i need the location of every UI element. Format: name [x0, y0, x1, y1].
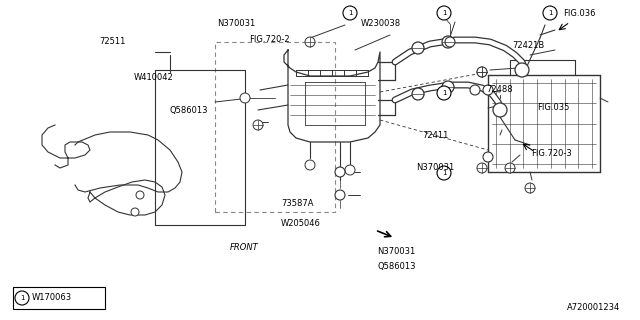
Text: 1: 1	[442, 170, 446, 176]
Circle shape	[253, 120, 263, 130]
Circle shape	[483, 85, 493, 95]
Circle shape	[335, 167, 345, 177]
Circle shape	[483, 152, 493, 162]
FancyBboxPatch shape	[13, 287, 105, 309]
Circle shape	[131, 208, 139, 216]
Circle shape	[240, 93, 250, 103]
Text: 72511: 72511	[99, 37, 125, 46]
Text: W410042: W410042	[134, 73, 173, 82]
Text: N370031: N370031	[416, 163, 454, 172]
Text: W170063: W170063	[32, 293, 72, 302]
Circle shape	[437, 6, 451, 20]
Circle shape	[136, 191, 144, 199]
Circle shape	[345, 165, 355, 175]
Text: FIG.036: FIG.036	[563, 9, 595, 18]
Text: N370031: N370031	[377, 247, 415, 257]
Text: 72411: 72411	[422, 131, 449, 140]
Circle shape	[470, 85, 480, 95]
Text: Q586013: Q586013	[377, 261, 415, 270]
Circle shape	[543, 6, 557, 20]
Text: 1: 1	[442, 10, 446, 16]
Circle shape	[305, 160, 315, 170]
Circle shape	[437, 86, 451, 100]
Circle shape	[442, 81, 454, 93]
Circle shape	[515, 63, 529, 77]
Text: FIG.720-2: FIG.720-2	[249, 35, 290, 44]
Text: 1: 1	[348, 10, 352, 16]
Text: W230038: W230038	[361, 19, 401, 28]
Bar	[215, 42, 335, 212]
Circle shape	[412, 42, 424, 54]
Circle shape	[525, 183, 535, 193]
Circle shape	[477, 67, 487, 77]
Text: 72488: 72488	[486, 85, 513, 94]
Circle shape	[493, 103, 507, 117]
Text: W205046: W205046	[281, 220, 321, 228]
Text: A720001234: A720001234	[567, 303, 620, 312]
Circle shape	[437, 166, 451, 180]
Text: Q586013: Q586013	[169, 107, 207, 116]
Circle shape	[335, 190, 345, 200]
Text: FIG.720-3: FIG.720-3	[531, 149, 572, 158]
Circle shape	[445, 37, 455, 47]
Text: 1: 1	[548, 10, 552, 16]
Text: 73587A: 73587A	[281, 199, 314, 209]
Text: N370031: N370031	[217, 19, 255, 28]
Circle shape	[305, 37, 315, 47]
Text: FRONT: FRONT	[230, 244, 259, 252]
Text: 72421B: 72421B	[512, 41, 544, 50]
Circle shape	[442, 36, 454, 48]
Circle shape	[343, 6, 357, 20]
Circle shape	[412, 88, 424, 100]
Text: 1: 1	[442, 90, 446, 96]
Circle shape	[477, 67, 487, 77]
Circle shape	[505, 163, 515, 173]
Text: FIG.035: FIG.035	[537, 103, 570, 113]
Circle shape	[15, 291, 29, 305]
Circle shape	[477, 163, 487, 173]
Text: 1: 1	[20, 295, 24, 301]
